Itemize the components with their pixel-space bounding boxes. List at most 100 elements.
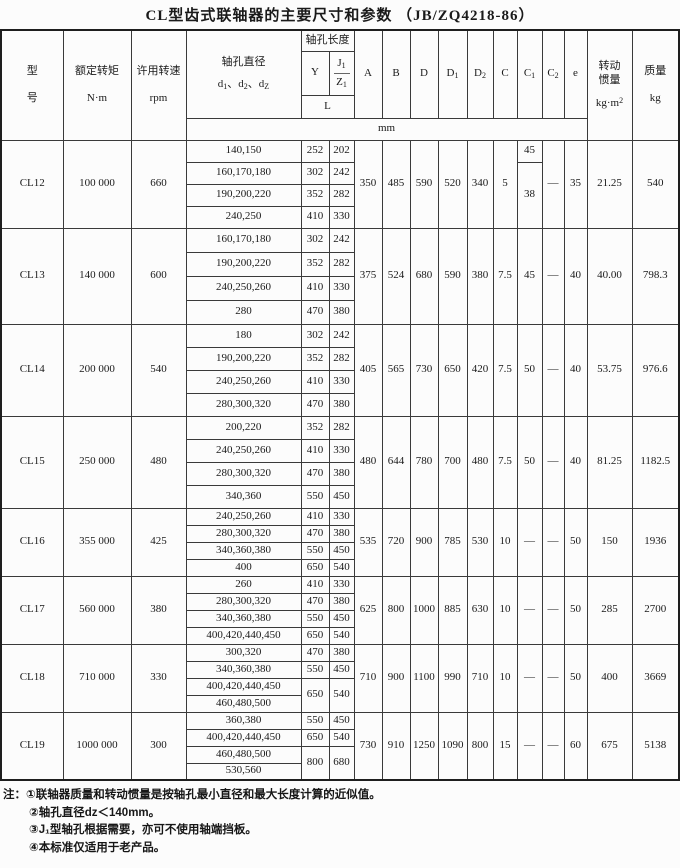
inertia-header-line2: 惯量: [598, 73, 621, 86]
dim-D1-cell: 590: [437, 227, 468, 325]
jz-length-cell: 330: [328, 438, 355, 463]
dim-C2-cell: —: [541, 643, 565, 713]
y-length-cell: 410: [300, 369, 330, 394]
dim-A-cell: 375: [353, 227, 383, 325]
col-header-inertia: 转动 惯量 kg·m2: [586, 29, 633, 141]
bore-cell: 240,250,260: [185, 438, 302, 463]
jz-length-cell: 282: [328, 346, 355, 371]
j1-label: J1: [337, 56, 346, 70]
footnote-3: ③J₁型轴孔根据需要，亦可不使用轴端挡板。: [29, 824, 257, 836]
dim-C2-cell: —: [541, 139, 565, 229]
dim-D2-cell: 800: [466, 711, 494, 781]
torque-cell: 560 000: [62, 575, 132, 645]
table-row: 190,200,220 352 282: [1, 346, 679, 371]
table-row: CL13 140 000 600 160,170,180 302 242 375…: [0, 227, 680, 325]
jz-length-cell: 330: [328, 205, 355, 229]
dim-A-cell: 730: [353, 711, 383, 781]
torque-cell: 355 000: [62, 507, 132, 577]
y-length-cell: 410: [300, 275, 330, 301]
dim-e-cell: 60: [563, 711, 588, 781]
jz-length-cell: 330: [328, 507, 355, 526]
mass-cell: 5138: [631, 711, 680, 781]
dim-D1-cell: 520: [437, 139, 468, 229]
y-length-cell: 650: [300, 728, 330, 747]
table-row: 460,480,500: [1, 694, 679, 713]
y-length-cell: 550: [300, 484, 330, 509]
bore-cell: 530,560: [185, 762, 302, 781]
model-cell: CL18: [0, 643, 64, 713]
bore-cell: 400,420,440,450: [185, 728, 302, 747]
table-row: CL15 250 000 480 200,220 352 282 480 644…: [0, 415, 680, 509]
bore-cell: 240,250,260: [185, 275, 302, 301]
jz-length-cell: 380: [328, 643, 355, 662]
dim-C2-cell: —: [541, 575, 565, 645]
jz-length-cell: 380: [328, 524, 355, 543]
page-title: CL型齿式联轴器的主要尺寸和参数 （JB/ZQ4218-86）: [145, 8, 535, 24]
model-cell: CL12: [0, 139, 64, 229]
coupling-spec-table: 型 号 额定转矩 N·m 许用转速 rpm 轴孔直径 d1、d2、dZ 轴孔长度…: [0, 29, 680, 781]
torque-cell: 710 000: [62, 643, 132, 713]
dim-D1-cell: 785: [437, 507, 468, 577]
bore-cell: 460,480,500: [185, 745, 302, 764]
dim-D1-cell: 1090: [437, 711, 468, 781]
jz-length-cell: 242: [328, 227, 355, 253]
dim-A-cell: 480: [353, 415, 383, 509]
dim-col-header-C2: C2: [541, 29, 565, 119]
dim-col-header-D: D: [409, 29, 439, 119]
y-length-cell: 302: [300, 161, 330, 185]
torque-cell: 140 000: [62, 227, 132, 325]
table-row: CL12 100 000 660 140,150 252 202 350 485…: [0, 139, 680, 229]
bore-diameter-title: 轴孔直径: [221, 56, 266, 69]
jz-length-cell: 380: [328, 461, 355, 486]
torque-cell: 250 000: [62, 415, 132, 509]
table-row: 530,560: [1, 762, 679, 781]
model-header-line2: 号: [26, 91, 38, 104]
y-length-cell: 252: [300, 139, 330, 163]
dim-D2-cell: 420: [466, 323, 494, 417]
jz-length-cell: 540: [328, 558, 355, 577]
model-header-line1: 型: [26, 65, 38, 77]
col-header-L: L: [300, 94, 355, 119]
jz-length-cell: 450: [328, 484, 355, 509]
footnotes: 注：①联轴器质量和转动惯量是按轴孔最小直径和最大长度计算的近似值。 ②轴孔直径d…: [3, 787, 680, 857]
model-cell: CL17: [0, 575, 64, 645]
group-CL14: CL14 200 000 540 180 302 242 405 565 730…: [0, 323, 680, 417]
dim-B-cell: 565: [381, 323, 411, 417]
dim-C1-cell: 50: [516, 415, 543, 509]
table-row: CL16 355 000 425 240,250,260 410 330 535…: [0, 507, 680, 577]
col-header-mass: 质量 kg: [631, 29, 680, 141]
bore-cell: 340,360: [185, 484, 302, 509]
group-CL17: CL17 560 000 380 260 410 330 625 800 100…: [0, 575, 680, 645]
y-length-cell: 650: [300, 677, 330, 713]
jz-length-cell: 540: [328, 728, 355, 747]
footnote-2: ②轴孔直径dz＜140mm。: [29, 806, 161, 819]
y-length-cell: 650: [300, 558, 330, 577]
y-length-cell: 470: [300, 392, 330, 417]
speed-cell: 300: [130, 711, 187, 781]
jz-length-cell: 330: [328, 275, 355, 301]
mass-header-label: 质量: [644, 65, 667, 77]
dim-col-header-C: C: [492, 29, 518, 119]
bore-cell: 280,300,320: [185, 524, 302, 543]
bore-cell: 180: [185, 323, 302, 348]
dim-D1-cell: 990: [437, 643, 468, 713]
y-length-cell: 550: [300, 660, 330, 679]
dim-e-cell: 50: [563, 507, 588, 577]
dim-e-cell: 40: [563, 227, 588, 325]
dim-e-cell: 40: [563, 323, 588, 417]
speed-cell: 330: [130, 643, 187, 713]
jz-length-cell: 540: [328, 626, 355, 645]
dim-C2-cell: —: [541, 227, 565, 325]
dim-C1-cell: —: [516, 711, 543, 781]
col-header-J1Z1: J1 Z1: [328, 50, 355, 96]
inertia-cell: 40.00: [586, 227, 633, 325]
y-length-cell: 550: [300, 541, 330, 560]
jz-length-cell: 450: [328, 609, 355, 628]
inertia-cell: 53.75: [586, 323, 633, 417]
z1-label: Z1: [336, 75, 347, 89]
bore-cell: 340,360,380: [185, 609, 302, 628]
speed-header-unit: rpm: [149, 91, 168, 104]
dim-D2-cell: 530: [466, 507, 494, 577]
dim-C1-cell: —: [516, 643, 543, 713]
dim-e-cell: 35: [563, 139, 588, 229]
